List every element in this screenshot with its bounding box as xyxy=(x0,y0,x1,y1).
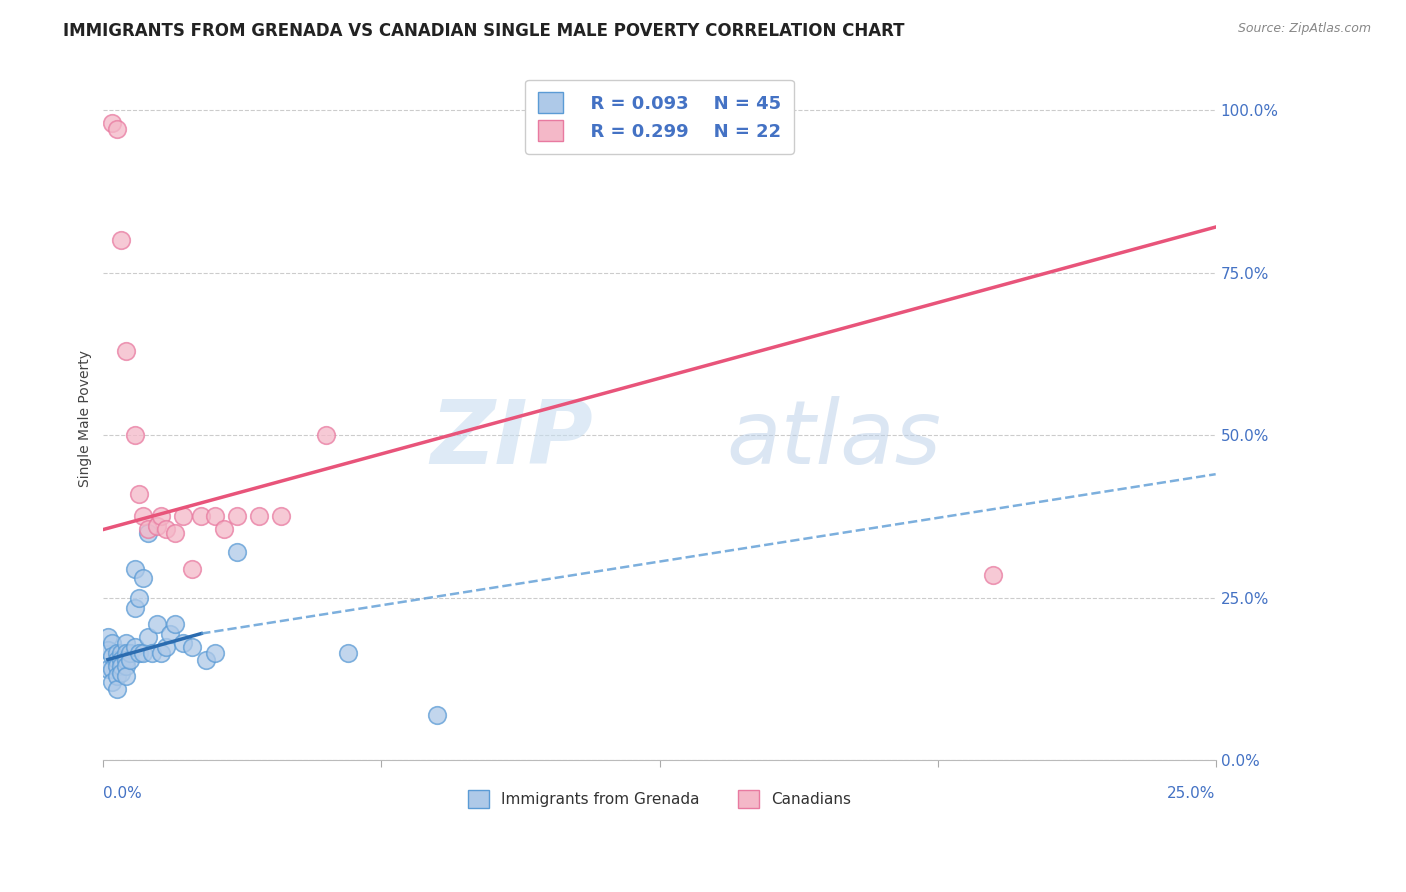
Point xyxy=(136,630,159,644)
Text: IMMIGRANTS FROM GRENADA VS CANADIAN SINGLE MALE POVERTY CORRELATION CHART: IMMIGRANTS FROM GRENADA VS CANADIAN SING… xyxy=(63,22,905,40)
Point xyxy=(146,616,169,631)
Point xyxy=(110,646,132,660)
Point xyxy=(105,659,128,673)
Point xyxy=(247,509,270,524)
Point xyxy=(225,545,247,559)
Point xyxy=(114,659,136,673)
Point xyxy=(101,636,124,650)
Point xyxy=(426,707,449,722)
Point xyxy=(181,640,204,654)
Point xyxy=(101,116,124,130)
Point xyxy=(114,652,136,666)
Point xyxy=(270,509,292,524)
Point xyxy=(128,591,150,605)
Point xyxy=(225,509,247,524)
Text: 25.0%: 25.0% xyxy=(1167,787,1216,801)
Point xyxy=(190,509,212,524)
Point xyxy=(97,642,120,657)
Point xyxy=(105,646,128,660)
Point xyxy=(124,561,146,575)
Point xyxy=(120,646,142,660)
Point xyxy=(114,343,136,358)
Y-axis label: Single Male Poverty: Single Male Poverty xyxy=(79,351,93,487)
Point xyxy=(204,509,226,524)
Point xyxy=(110,233,132,247)
Point xyxy=(163,525,186,540)
Point xyxy=(114,669,136,683)
Point xyxy=(150,509,173,524)
Point xyxy=(124,600,146,615)
Point xyxy=(132,646,155,660)
Point xyxy=(212,523,235,537)
Point xyxy=(155,523,177,537)
Legend: Immigrants from Grenada, Canadians: Immigrants from Grenada, Canadians xyxy=(461,784,858,814)
Point xyxy=(337,646,360,660)
Point xyxy=(110,652,132,666)
Point xyxy=(172,636,194,650)
Point xyxy=(163,616,186,631)
Text: Source: ZipAtlas.com: Source: ZipAtlas.com xyxy=(1237,22,1371,36)
Point xyxy=(172,509,194,524)
Point xyxy=(124,640,146,654)
Text: 0.0%: 0.0% xyxy=(104,787,142,801)
Point xyxy=(159,626,181,640)
Text: ZIP: ZIP xyxy=(430,396,593,483)
Point xyxy=(136,523,159,537)
Point xyxy=(146,519,169,533)
Point xyxy=(101,662,124,676)
Point xyxy=(110,665,132,680)
Point xyxy=(101,649,124,664)
Point xyxy=(114,646,136,660)
Point xyxy=(105,669,128,683)
Point xyxy=(128,646,150,660)
Point xyxy=(132,509,155,524)
Point xyxy=(315,428,337,442)
Point xyxy=(97,630,120,644)
Point xyxy=(194,652,217,666)
Point xyxy=(97,662,120,676)
Point xyxy=(128,486,150,500)
Point xyxy=(155,640,177,654)
Point xyxy=(132,571,155,585)
Point xyxy=(114,636,136,650)
Point xyxy=(101,675,124,690)
Point xyxy=(120,652,142,666)
Text: atlas: atlas xyxy=(727,396,941,483)
Point xyxy=(981,568,1004,582)
Point xyxy=(136,525,159,540)
Point xyxy=(105,652,128,666)
Point xyxy=(181,561,204,575)
Point xyxy=(105,122,128,136)
Point xyxy=(141,646,163,660)
Point xyxy=(204,646,226,660)
Point xyxy=(150,646,173,660)
Point xyxy=(110,659,132,673)
Point xyxy=(105,681,128,696)
Point xyxy=(124,428,146,442)
